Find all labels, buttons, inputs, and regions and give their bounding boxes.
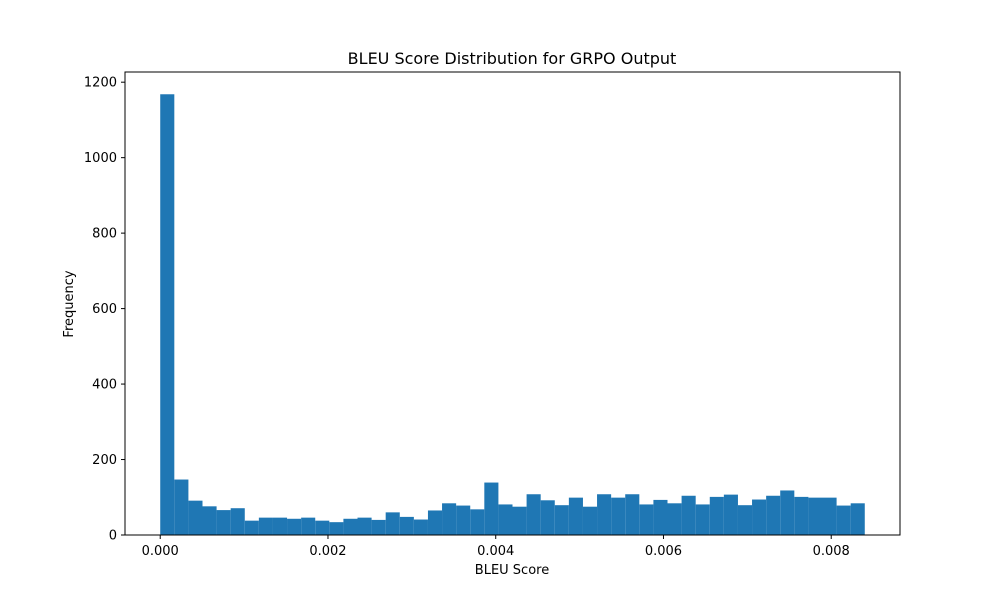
histogram-bar — [315, 520, 330, 535]
y-tick-label: 200 — [92, 453, 117, 468]
y-axis-ticks: 0 200 400 600 800 1000 1200 — [84, 76, 125, 544]
y-tick-label: 600 — [92, 302, 117, 317]
histogram-bar — [695, 504, 710, 535]
histogram-bar — [526, 494, 541, 535]
histogram-bar — [737, 505, 753, 535]
y-tick-label: 1000 — [84, 151, 117, 166]
histogram-bar — [399, 516, 414, 535]
y-tick-label: 1200 — [84, 76, 117, 91]
histogram-bar — [174, 479, 189, 535]
histogram-bar — [780, 490, 795, 535]
histogram-bar — [287, 518, 302, 535]
histogram-bar — [540, 500, 555, 535]
histogram-bar — [582, 506, 598, 535]
x-tick-label: 0.004 — [477, 544, 514, 559]
histogram-bar — [244, 520, 259, 535]
histogram-bar — [554, 505, 569, 535]
histogram-bar — [625, 494, 640, 535]
histogram-bar — [371, 519, 386, 535]
histogram-bar — [723, 494, 738, 535]
histogram-bar — [667, 503, 682, 535]
x-axis-ticks: 0.000 0.002 0.004 0.006 0.008 — [142, 535, 850, 559]
histogram-bar — [484, 482, 499, 535]
chart-title: BLEU Score Distribution for GRPO Output — [348, 49, 677, 68]
histogram-bar — [413, 519, 428, 535]
histogram-bar — [766, 495, 781, 535]
histogram-bar — [681, 495, 696, 535]
x-axis-label: BLEU Score — [475, 563, 549, 578]
histogram-bar — [752, 499, 767, 535]
histogram-bar — [357, 517, 372, 535]
histogram-bar — [385, 512, 400, 535]
histogram-bar — [498, 504, 513, 535]
histogram-bar — [202, 506, 217, 535]
histogram-bar — [343, 518, 358, 535]
histogram-bar — [512, 506, 527, 535]
histogram-bar — [639, 504, 654, 535]
histogram-bar — [822, 497, 837, 535]
histogram-bar — [611, 497, 626, 535]
histogram-bar — [456, 505, 471, 535]
y-tick-label: 400 — [92, 378, 117, 393]
x-tick-label: 0.008 — [813, 544, 850, 559]
histogram-bar — [709, 496, 724, 535]
histogram-bar — [301, 517, 316, 535]
histogram-bar — [850, 503, 865, 535]
y-tick-label: 0 — [109, 529, 117, 544]
histogram-bar — [442, 503, 457, 535]
histogram-bar — [597, 494, 612, 535]
histogram-bar — [272, 517, 288, 535]
histogram-bar — [188, 500, 203, 535]
histogram-bar — [836, 505, 851, 535]
histogram-bar — [329, 522, 344, 535]
histogram-bar — [160, 94, 175, 535]
y-axis-label: Frequency — [62, 270, 77, 337]
histogram-bar — [230, 508, 245, 535]
histogram-bar — [216, 510, 231, 535]
histogram-bar — [808, 497, 823, 535]
x-tick-label: 0.006 — [645, 544, 682, 559]
histogram-bar — [653, 499, 668, 535]
x-tick-label: 0.000 — [142, 544, 179, 559]
histogram-bar — [258, 517, 273, 535]
histogram-bar — [568, 497, 583, 535]
histogram-bars — [160, 94, 865, 535]
plot-frame — [124, 71, 901, 536]
x-tick-label: 0.002 — [309, 544, 346, 559]
histogram-bar — [470, 509, 485, 535]
y-tick-label: 800 — [92, 227, 117, 242]
histogram-bar — [427, 510, 443, 535]
histogram-bar — [794, 496, 809, 535]
